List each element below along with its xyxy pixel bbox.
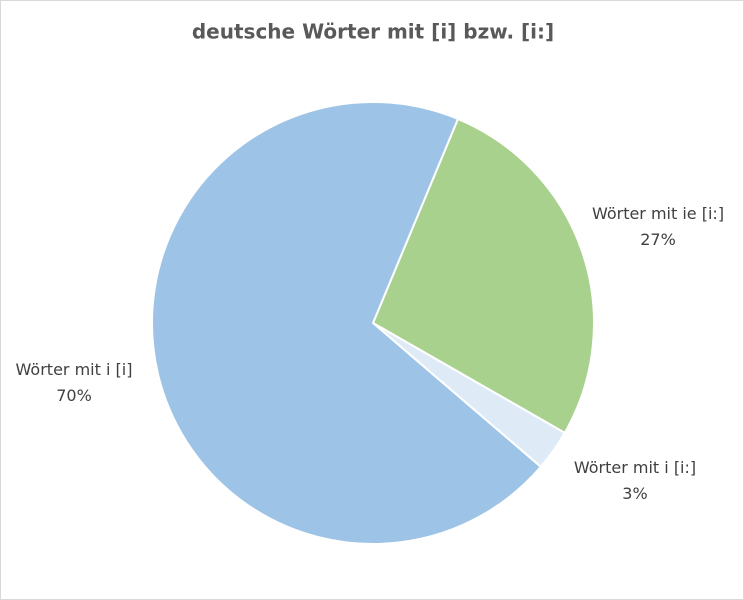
data-label: Wörter mit ie [i:] 27%: [583, 201, 733, 253]
category-label: Wörter mit ie [i:]: [591, 204, 725, 223]
value-label: 70%: [56, 386, 92, 405]
category-label: Wörter mit i [i:]: [573, 458, 697, 477]
value-label: 3%: [622, 484, 648, 503]
value-label: 27%: [640, 230, 676, 249]
data-label: Wörter mit i [i] 70%: [1, 357, 147, 409]
pie-slice: [151, 101, 543, 545]
chart-title: deutsche Wörter mit [i] bzw. [i:]: [192, 20, 554, 44]
data-label: Wörter mit i [i:] 3%: [555, 455, 715, 507]
category-label: Wörter mit i [i]: [15, 360, 133, 379]
